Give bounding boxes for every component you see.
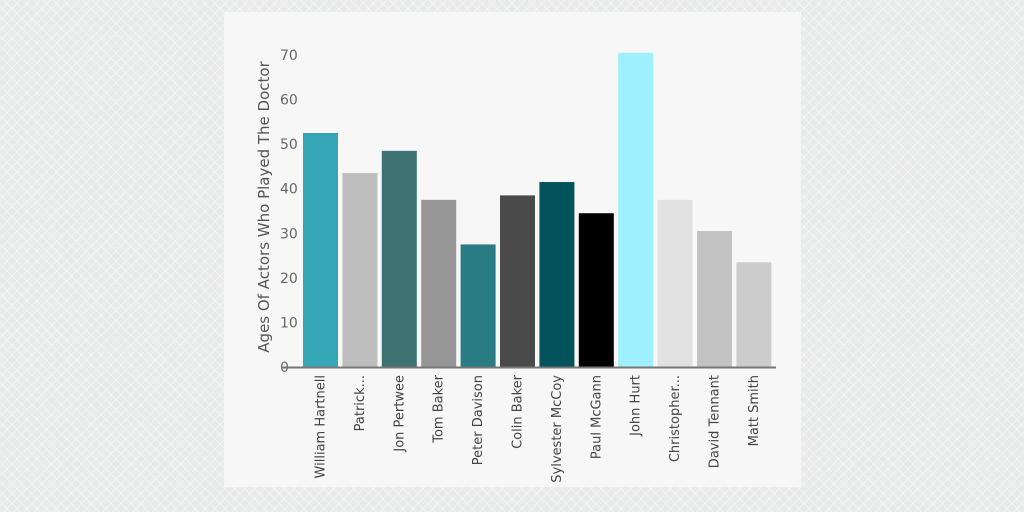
x-tick-label: Matt Smith xyxy=(747,375,762,446)
y-tick-label: 60 xyxy=(280,93,298,109)
bars xyxy=(303,52,772,368)
bar[interactable] xyxy=(736,262,772,367)
bar[interactable] xyxy=(421,199,457,367)
x-tick-label: John Hurt xyxy=(629,375,644,437)
bar[interactable] xyxy=(539,182,575,367)
x-tick-label: Colin Baker xyxy=(511,374,526,449)
x-tick-label: David Tennant xyxy=(708,375,723,468)
bar-chart: 010203040506070 William HartnellPatrick.… xyxy=(255,48,776,483)
x-tick-label: Tom Baker xyxy=(432,374,447,443)
y-tick-label: 10 xyxy=(280,315,298,331)
x-tick-label: Patrick... xyxy=(353,375,368,431)
bar[interactable] xyxy=(460,244,496,367)
y-tick-label: 40 xyxy=(280,182,298,198)
y-axis-title: Ages Of Actors Who Played The Doctor xyxy=(255,60,273,352)
x-tick-label: Jon Pertwee xyxy=(392,375,407,453)
bar[interactable] xyxy=(657,199,693,367)
y-tick-labels: 010203040506070 xyxy=(280,48,298,376)
bar[interactable] xyxy=(618,52,654,368)
y-tick-label: 70 xyxy=(280,48,298,64)
bar[interactable] xyxy=(342,173,378,367)
x-tick-labels: William Hartnell Patrick... Jon Pertwee Tom… xyxy=(314,374,762,482)
y-tick-label: 50 xyxy=(280,137,298,153)
x-tick-label: Sylvester McCoy xyxy=(550,375,565,483)
x-tick-label: William Hartnell xyxy=(314,375,329,478)
bar[interactable] xyxy=(500,195,535,367)
chart-card: 010203040506070 William HartnellPatrick.… xyxy=(224,12,801,487)
y-tick-label: 30 xyxy=(280,226,298,242)
bar[interactable] xyxy=(578,213,614,367)
x-tick-label: Paul McGann xyxy=(589,375,604,459)
y-tick-label: 20 xyxy=(280,271,298,287)
x-tick-label: Christopher... xyxy=(668,375,683,462)
bar[interactable] xyxy=(303,133,338,367)
bar[interactable] xyxy=(381,150,417,367)
x-tick-label: Peter Davison xyxy=(471,375,486,465)
bar[interactable] xyxy=(697,231,732,367)
